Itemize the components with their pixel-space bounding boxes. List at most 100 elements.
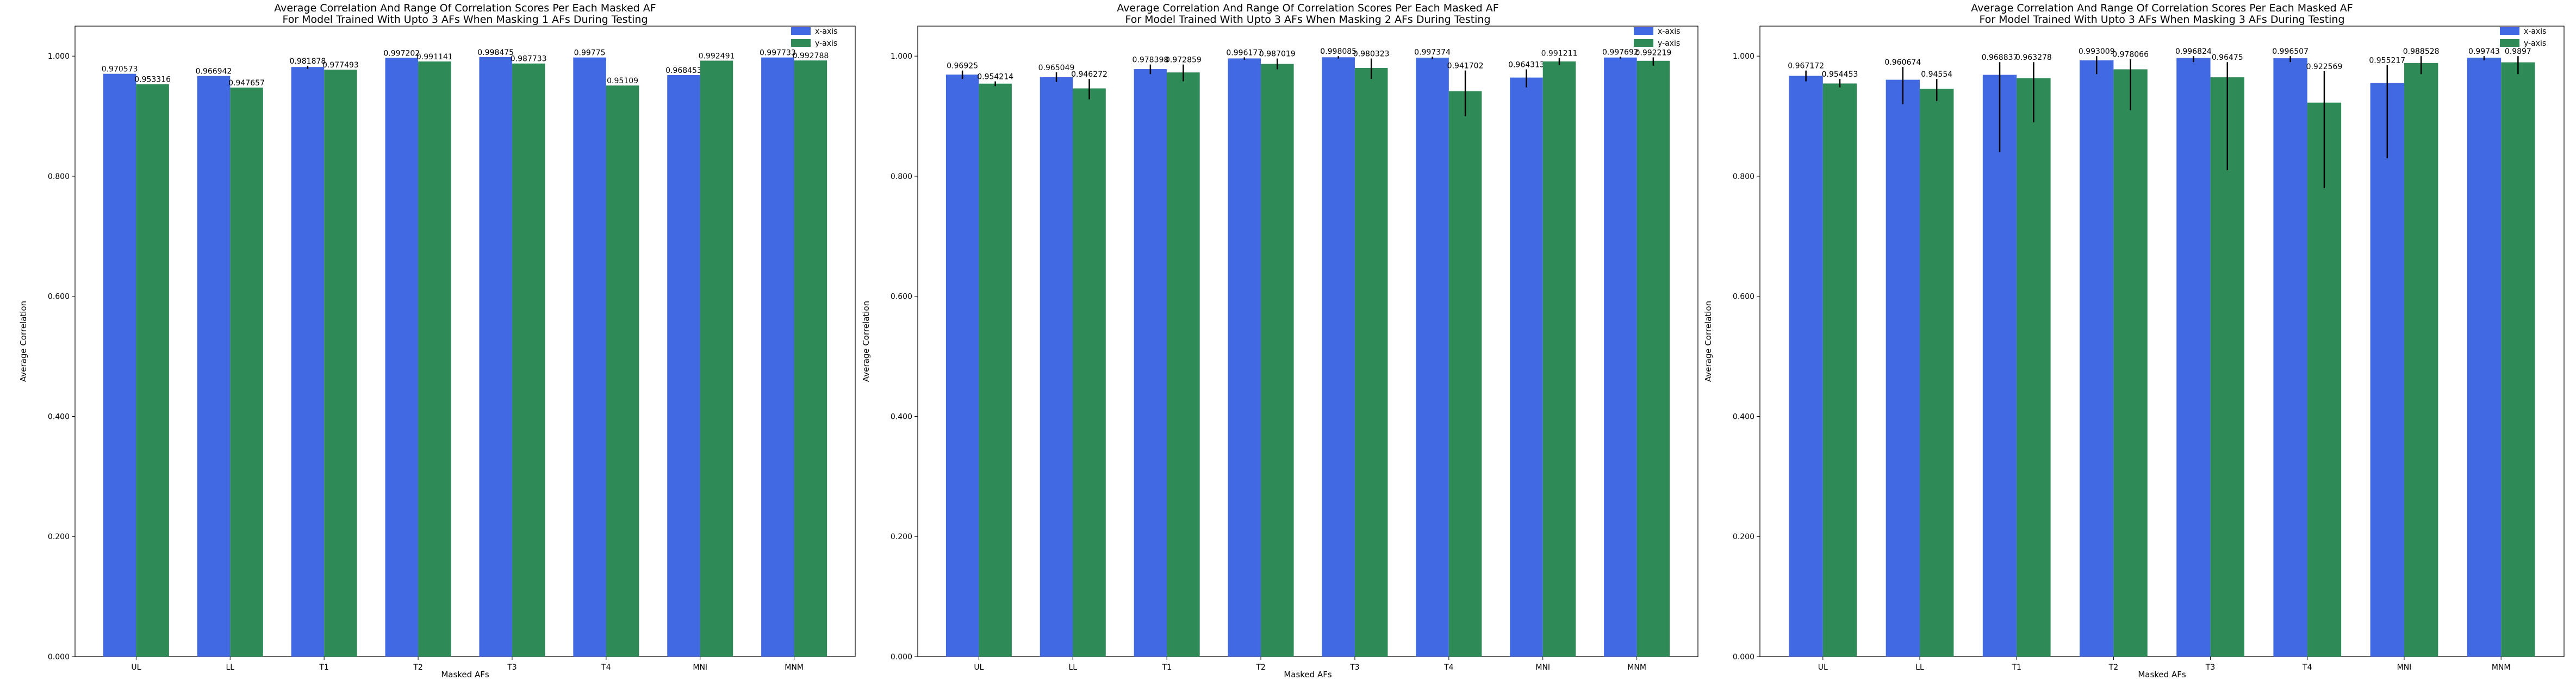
bar-y-axis (2404, 63, 2438, 657)
bar-x-axis (103, 73, 136, 657)
bar-value-label: 0.965049 (1038, 64, 1075, 72)
legend-label: x-axis (815, 27, 837, 36)
y-tick-label: 0.400 (1733, 412, 1754, 421)
x-tick-label: UL (974, 663, 984, 672)
y-tick-label: 0.200 (1733, 533, 1754, 541)
bar-value-label: 0.922569 (2306, 63, 2343, 71)
bar-y-axis (1354, 67, 1388, 657)
x-axis-label: Masked AFs (1284, 670, 1332, 679)
legend-swatch (791, 39, 811, 47)
x-tick-label: MNM (785, 663, 804, 672)
y-tick-label: 0.800 (48, 172, 70, 181)
bar-y-axis (606, 85, 639, 657)
bar-y-axis (1822, 83, 1857, 657)
bar-value-label: 0.946272 (1071, 70, 1107, 79)
bar-value-label: 0.997692 (1602, 48, 1639, 57)
bar-x-axis (2273, 58, 2307, 657)
x-tick-label: MNI (1535, 663, 1550, 672)
bar-y-axis (2210, 77, 2244, 657)
bar-value-label: 0.981878 (290, 57, 326, 66)
y-tick-label: 1.000 (1733, 52, 1754, 61)
bar-value-label: 0.967172 (1788, 62, 1824, 71)
bar-value-label: 0.987019 (1259, 50, 1296, 59)
y-tick-label: 0.200 (48, 533, 70, 541)
legend-swatch (1634, 27, 1653, 35)
legend-swatch (791, 27, 811, 35)
legend-swatch (2500, 27, 2519, 35)
legend: x-axis y-axis (2500, 27, 2546, 48)
x-tick-label: LL (226, 663, 234, 672)
bar-x-axis (1510, 77, 1543, 657)
bar-value-label: 0.94554 (1921, 70, 1952, 79)
bar-value-label: 0.978066 (2112, 51, 2149, 59)
bar-y-axis (1448, 91, 1482, 657)
y-tick-label: 0.200 (891, 533, 912, 541)
y-tick-label: 1.000 (891, 52, 912, 61)
chart-panel-1: Average Correlation And Range Of Correla… (18, 2, 856, 679)
bar-value-label: 0.99775 (574, 49, 606, 58)
y-axis-label: Average Correlation (18, 301, 28, 382)
bar-y-axis (1073, 88, 1106, 657)
bar-y-axis (1542, 61, 1576, 657)
bar-value-label: 0.953316 (134, 76, 171, 84)
bar-value-label: 0.988528 (2403, 47, 2440, 56)
bar-value-label: 0.996507 (2272, 47, 2309, 56)
x-tick-label: UL (1818, 663, 1828, 672)
legend-label: x-axis (2524, 27, 2546, 36)
bar-value-label: 0.972859 (1165, 56, 1202, 65)
bar-y-axis (2017, 78, 2051, 657)
bar-value-label: 0.998475 (477, 48, 514, 57)
x-tick-label: T3 (2205, 663, 2215, 672)
chart-subtitle: For Model Trained With Upto 3 AFs When M… (1125, 14, 1490, 26)
bar-x-axis (1134, 69, 1167, 657)
bar-x-axis (2176, 58, 2211, 657)
x-tick-label: T4 (2302, 663, 2312, 672)
bar-x-axis (291, 67, 325, 657)
x-tick-label: MNM (2492, 663, 2511, 672)
y-tick-label: 0.400 (891, 412, 912, 421)
bar-x-axis (945, 75, 979, 657)
y-tick-label: 0.400 (48, 412, 70, 421)
bar-value-label: 0.993009 (2079, 47, 2115, 56)
x-axis-label: Masked AFs (441, 670, 489, 679)
bar-y-axis (2501, 62, 2535, 657)
x-tick-label: T1 (2011, 663, 2021, 672)
x-tick-label: MNI (693, 663, 707, 672)
bar-x-axis (1228, 58, 1261, 657)
x-axis-label: Masked AFs (2138, 670, 2186, 679)
x-tick-label: MNM (1627, 663, 1646, 672)
y-tick-label: 0.600 (1733, 293, 1754, 301)
x-tick-label: T3 (1349, 663, 1359, 672)
bar-value-label: 0.996824 (2175, 47, 2212, 56)
bar-value-label: 0.992491 (699, 52, 735, 60)
bar-value-label: 0.964313 (1508, 60, 1545, 69)
legend-swatch (2500, 39, 2519, 47)
x-tick-label: T1 (319, 663, 328, 672)
bar-value-label: 0.941702 (1447, 62, 1484, 71)
legend: x-axis y-axis (791, 27, 837, 48)
x-tick-label: T4 (601, 663, 611, 672)
bar-value-label: 0.970573 (102, 65, 138, 74)
y-tick-label: 0.000 (48, 653, 70, 662)
x-tick-label: T2 (1255, 663, 1265, 672)
bar-value-label: 0.954214 (977, 73, 1013, 82)
y-tick-label: 0.000 (891, 653, 912, 662)
bar-value-label: 0.963278 (2015, 53, 2052, 62)
bar-value-label: 0.96475 (2212, 53, 2243, 62)
x-tick-label: T3 (507, 663, 517, 672)
bar-y-axis (1920, 89, 1954, 657)
bar-value-label: 0.991141 (416, 53, 453, 61)
x-tick-label: T2 (413, 663, 422, 672)
bar-value-label: 0.966942 (196, 67, 232, 76)
x-tick-label: T2 (2108, 663, 2118, 672)
bar-y-axis (136, 84, 169, 657)
bar-y-axis (979, 83, 1012, 657)
chart-subtitle: For Model Trained With Upto 3 AFs When M… (1979, 14, 2344, 26)
bar-value-label: 0.960674 (1884, 58, 1921, 67)
bar-y-axis (230, 87, 263, 657)
bar-x-axis (1040, 77, 1073, 657)
bar-x-axis (479, 57, 512, 657)
legend: x-axis y-axis (1634, 27, 1680, 48)
bar-x-axis (2080, 60, 2114, 657)
